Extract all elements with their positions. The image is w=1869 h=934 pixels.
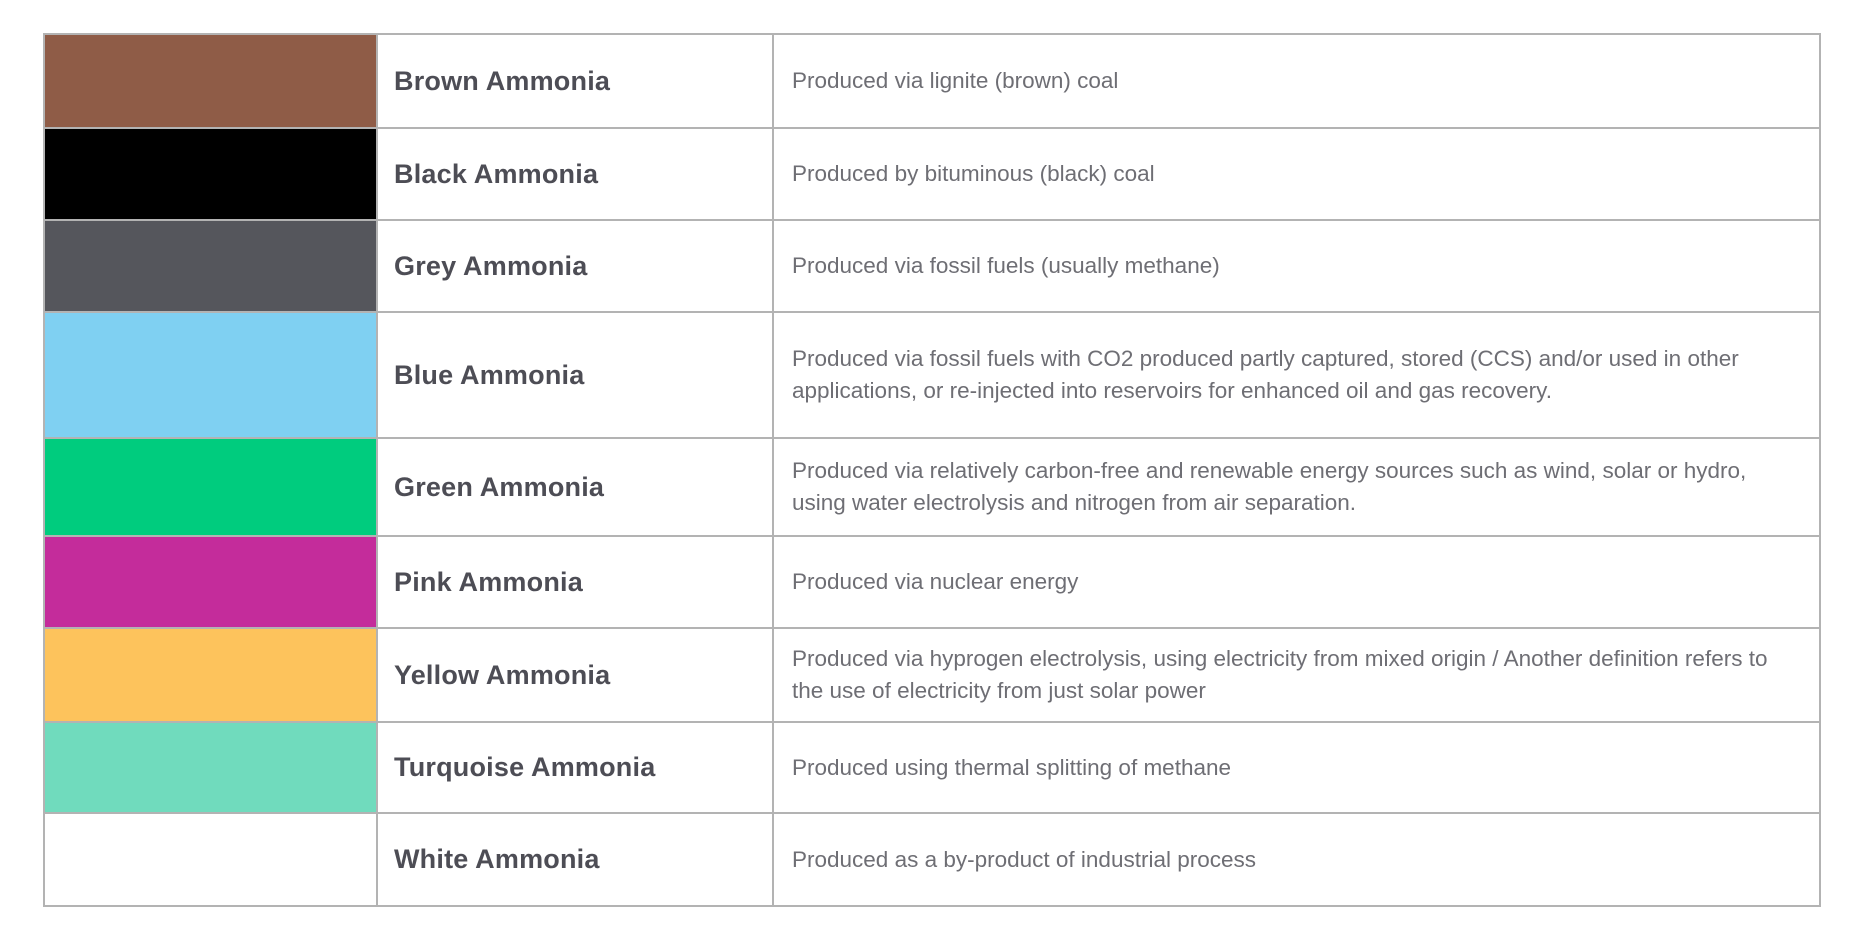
blue-color-swatch [43, 311, 378, 439]
ammonia-name: Black Ammonia [376, 127, 774, 221]
ammonia-description: Produced via lignite (brown) coal [772, 33, 1821, 129]
brown-color-swatch [43, 33, 378, 129]
ammonia-description: Produced via fossil fuels (usually metha… [772, 219, 1821, 313]
table-row-blue: Blue Ammonia Produced via fossil fuels w… [43, 311, 1821, 439]
ammonia-name: Pink Ammonia [376, 535, 774, 629]
ammonia-name: Brown Ammonia [376, 33, 774, 129]
ammonia-description: Produced via hyprogen electrolysis, usin… [772, 627, 1821, 723]
green-color-swatch [43, 437, 378, 537]
ammonia-description: Produced via fossil fuels with CO2 produ… [772, 311, 1821, 439]
ammonia-description: Produced via nuclear energy [772, 535, 1821, 629]
black-color-swatch [43, 127, 378, 221]
ammonia-description: Produced via relatively carbon-free and … [772, 437, 1821, 537]
table-row-pink: Pink Ammonia Produced via nuclear energy [43, 535, 1821, 629]
table-row-brown: Brown Ammonia Produced via lignite (brow… [43, 33, 1821, 129]
yellow-color-swatch [43, 627, 378, 723]
ammonia-name: Turquoise Ammonia [376, 721, 774, 814]
ammonia-name: Green Ammonia [376, 437, 774, 537]
ammonia-description: Produced as a by-product of industrial p… [772, 812, 1821, 907]
table-row-black: Black Ammonia Produced by bituminous (bl… [43, 127, 1821, 221]
ammonia-name: White Ammonia [376, 812, 774, 907]
ammonia-name: Yellow Ammonia [376, 627, 774, 723]
turquoise-color-swatch [43, 721, 378, 814]
ammonia-name: Blue Ammonia [376, 311, 774, 439]
ammonia-color-table: Brown Ammonia Produced via lignite (brow… [43, 33, 1821, 907]
table-row-grey: Grey Ammonia Produced via fossil fuels (… [43, 219, 1821, 313]
ammonia-name: Grey Ammonia [376, 219, 774, 313]
table-row-yellow: Yellow Ammonia Produced via hyprogen ele… [43, 627, 1821, 723]
grey-color-swatch [43, 219, 378, 313]
table-row-turquoise: Turquoise Ammonia Produced using thermal… [43, 721, 1821, 814]
ammonia-description: Produced by bituminous (black) coal [772, 127, 1821, 221]
table-row-green: Green Ammonia Produced via relatively ca… [43, 437, 1821, 537]
table-row-white: White Ammonia Produced as a by-product o… [43, 812, 1821, 907]
pink-color-swatch [43, 535, 378, 629]
ammonia-description: Produced using thermal splitting of meth… [772, 721, 1821, 814]
white-color-swatch [43, 812, 378, 907]
